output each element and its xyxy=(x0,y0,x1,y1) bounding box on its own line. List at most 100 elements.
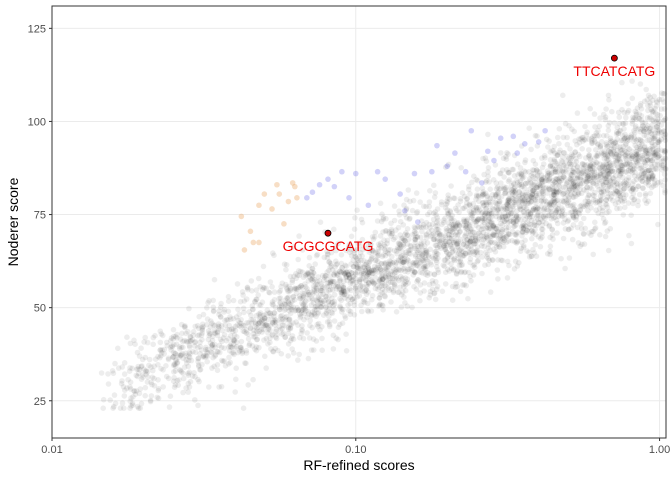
main-point xyxy=(470,210,476,217)
main-point xyxy=(204,358,210,365)
main-point xyxy=(509,228,516,235)
main-point xyxy=(537,235,544,242)
main-point xyxy=(627,166,634,172)
main-point xyxy=(436,232,443,239)
main-point xyxy=(359,283,366,290)
main-point xyxy=(635,202,641,209)
main-point xyxy=(638,106,645,112)
main-point xyxy=(308,268,314,275)
main-point xyxy=(633,163,640,169)
main-point xyxy=(397,245,404,251)
main-point xyxy=(552,166,559,173)
main-point xyxy=(552,168,559,175)
main-point xyxy=(532,241,539,248)
main-point xyxy=(648,176,655,182)
main-point xyxy=(519,190,526,197)
main-point xyxy=(524,219,530,225)
main-point xyxy=(595,173,602,179)
main-point xyxy=(449,244,456,250)
main-point xyxy=(655,116,661,122)
main-point xyxy=(649,108,655,114)
main-point xyxy=(627,168,634,174)
main-point xyxy=(338,252,345,258)
main-point xyxy=(453,270,460,277)
main-point xyxy=(476,216,482,222)
main-point xyxy=(483,210,489,217)
main-point xyxy=(429,221,436,227)
main-point xyxy=(136,353,143,359)
main-point xyxy=(600,132,607,139)
main-point xyxy=(196,325,202,332)
main-point xyxy=(385,273,392,279)
main-point xyxy=(651,166,657,173)
main-point xyxy=(635,157,641,164)
main-point xyxy=(284,288,291,294)
main-point xyxy=(504,258,511,265)
main-point xyxy=(158,331,165,337)
main-point xyxy=(512,239,518,245)
main-point xyxy=(98,370,105,376)
main-point xyxy=(291,286,298,293)
main-point xyxy=(337,321,343,328)
main-point xyxy=(400,259,407,266)
main-point xyxy=(549,227,555,233)
main-point xyxy=(597,174,604,180)
main-point xyxy=(446,232,452,238)
main-point xyxy=(277,288,284,294)
main-point xyxy=(499,214,506,220)
main-point xyxy=(442,232,449,239)
main-point xyxy=(204,346,211,353)
main-point xyxy=(567,163,574,170)
main-point xyxy=(529,235,535,242)
main-point xyxy=(463,282,470,289)
main-point xyxy=(508,218,514,224)
main-point xyxy=(133,388,140,394)
main-point xyxy=(590,192,596,198)
main-point xyxy=(333,335,340,341)
orange-point xyxy=(241,247,248,253)
main-point xyxy=(347,280,354,286)
main-point xyxy=(203,352,209,359)
main-point xyxy=(649,97,656,104)
main-point xyxy=(226,354,232,361)
main-point xyxy=(480,191,486,197)
main-point xyxy=(468,278,474,284)
main-point xyxy=(613,180,620,186)
main-point xyxy=(619,169,625,175)
main-point xyxy=(112,360,118,367)
main-point xyxy=(637,136,643,143)
main-point xyxy=(217,304,224,311)
main-point xyxy=(483,158,490,164)
main-point xyxy=(584,129,590,135)
main-point xyxy=(499,257,506,264)
main-point xyxy=(456,247,463,254)
main-point xyxy=(563,164,569,170)
main-point xyxy=(632,123,639,129)
main-point xyxy=(662,131,669,138)
main-point xyxy=(152,356,159,363)
y-tick-label: 125 xyxy=(28,23,46,35)
main-point xyxy=(481,191,488,197)
main-point xyxy=(470,248,476,255)
main-point xyxy=(594,173,600,180)
main-point xyxy=(505,202,511,209)
main-point xyxy=(513,214,519,221)
main-point xyxy=(516,203,523,209)
main-point xyxy=(552,199,558,205)
main-point xyxy=(631,165,638,172)
main-point xyxy=(353,279,360,286)
main-point xyxy=(516,182,522,189)
main-point xyxy=(279,302,285,309)
main-point xyxy=(573,156,579,162)
main-point xyxy=(420,221,427,228)
main-point xyxy=(493,225,500,232)
main-point xyxy=(398,304,405,310)
main-point xyxy=(444,198,450,205)
main-point xyxy=(564,179,570,186)
blue-point xyxy=(429,168,435,175)
main-point xyxy=(176,344,183,350)
main-point xyxy=(255,324,262,331)
main-point xyxy=(365,271,372,277)
main-point xyxy=(448,183,454,189)
main-point xyxy=(489,213,495,220)
